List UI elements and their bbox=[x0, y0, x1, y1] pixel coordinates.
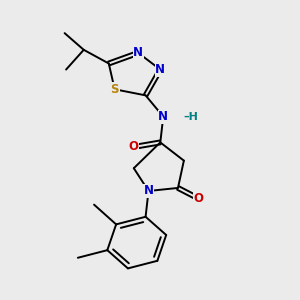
Text: –H: –H bbox=[184, 112, 199, 122]
Text: N: N bbox=[155, 63, 165, 76]
Text: N: N bbox=[158, 110, 168, 123]
Text: O: O bbox=[129, 140, 139, 154]
Text: N: N bbox=[143, 184, 154, 197]
Text: N: N bbox=[133, 46, 143, 59]
Text: O: O bbox=[194, 192, 204, 205]
Text: S: S bbox=[110, 83, 119, 96]
